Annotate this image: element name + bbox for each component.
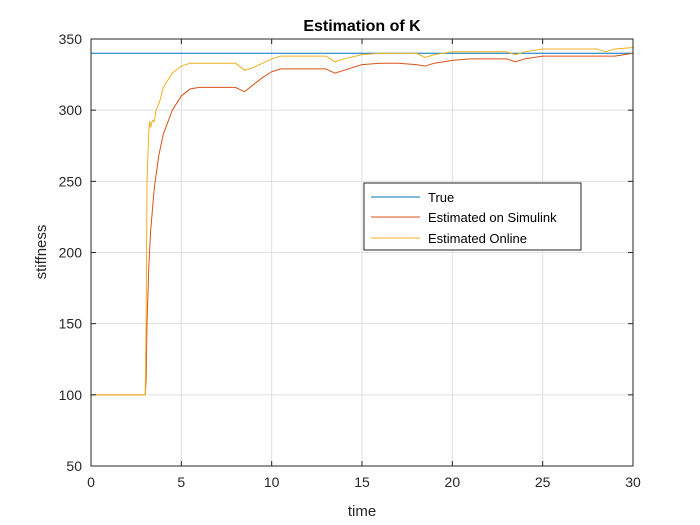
y-tick-label: 200 [59,245,83,261]
chart-title: Estimation of K [303,18,421,35]
estimated-on-simulink-series-line [90,52,634,396]
y-tick-label: 350 [59,31,83,47]
x-tick-label: 30 [625,474,641,490]
x-tick-label: 25 [535,474,551,490]
grid [91,39,633,466]
legend-label-true: True [428,190,454,205]
x-tick-label: 0 [87,474,95,490]
axis-ticks [90,38,634,467]
x-tick-label: 10 [264,474,280,490]
legend: True Estimated on Simulink Estimated Onl… [363,182,582,251]
y-tick-label: 50 [66,458,82,474]
x-tick-labels: 0 5 10 15 20 25 30 [87,474,641,490]
series-lines [90,47,634,396]
legend-label-estimated-on-simulink: Estimated on Simulink [428,210,557,225]
x-axis-label: time [348,503,376,520]
y-tick-labels: 50 100 150 200 250 300 350 [59,31,83,474]
y-tick-label: 250 [59,173,83,189]
x-tick-label: 5 [177,474,185,490]
legend-label-estimated-online: Estimated Online [428,231,527,246]
y-tick-label: 100 [59,387,83,403]
x-tick-label: 20 [445,474,461,490]
x-tick-label: 15 [354,474,370,490]
y-tick-label: 300 [59,102,83,118]
y-tick-label: 150 [59,316,83,332]
y-axis-label: stiffness [33,225,50,280]
estimated-online-series-line [90,47,634,396]
